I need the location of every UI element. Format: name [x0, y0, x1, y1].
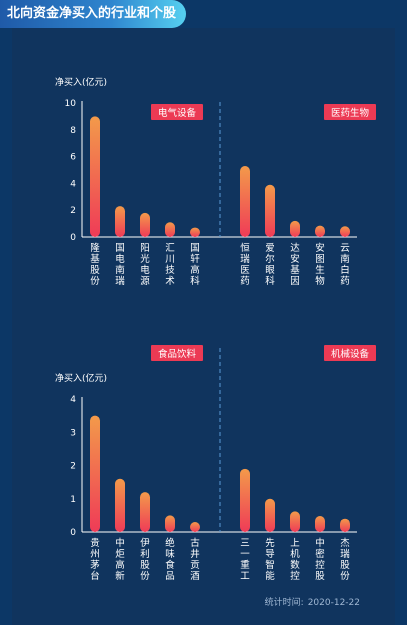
bar [265, 184, 275, 237]
bar [140, 212, 150, 237]
category-label: 先导智能 [265, 537, 275, 582]
sector-tag-label: 医药生物 [331, 107, 370, 119]
category-label: 阳光电源 [140, 243, 150, 287]
y-tick-label: 8 [70, 126, 76, 136]
category-label: 云南白药 [340, 243, 350, 287]
bar [90, 116, 100, 237]
category-label: 中密控股 [315, 537, 325, 582]
category-label: 中炬高新 [115, 537, 125, 582]
category-label: 达安基因 [290, 242, 300, 287]
y-tick-label: 2 [70, 462, 76, 472]
category-label: 国轩高科 [190, 243, 200, 287]
category-label: 古井贡酒 [190, 537, 200, 582]
chart-panel [12, 28, 395, 625]
category-label: 绝味食品 [165, 537, 175, 582]
sector-tag-label: 电气设备 [158, 107, 197, 119]
sector-tag [151, 104, 203, 120]
y-tick-label: 0 [70, 528, 76, 538]
sector-tag [324, 104, 376, 120]
category-label: 安图生物 [315, 242, 325, 287]
bar [90, 415, 100, 532]
y-tick-label: 3 [70, 428, 76, 438]
category-label: 国电南瑞 [115, 243, 125, 287]
bar [290, 220, 300, 237]
page-title: 北向资金净买入的行业和个股 [0, 0, 186, 28]
bar [315, 225, 325, 237]
y-tick-label: 1 [70, 495, 76, 505]
y-axis-label: 净买入(亿元) [55, 372, 107, 384]
sector-tag [151, 345, 203, 361]
bar [265, 498, 275, 532]
category-label: 汇川技术 [165, 243, 175, 287]
y-axis-label: 净买入(亿元) [55, 76, 107, 88]
bar [165, 222, 175, 237]
category-label: 隆基股份 [90, 242, 100, 287]
sector-tag-label: 食品饮料 [158, 348, 197, 360]
bar [240, 468, 250, 532]
y-tick-label: 4 [70, 179, 76, 189]
bar [240, 165, 250, 237]
y-tick-label: 6 [70, 153, 76, 163]
bar [290, 511, 300, 532]
y-tick-label: 2 [70, 206, 76, 216]
y-tick-label: 0 [70, 233, 76, 243]
bar [315, 516, 325, 532]
sector-tag [324, 345, 376, 361]
category-label: 杰瑞股份 [340, 537, 350, 582]
bar [140, 492, 150, 532]
y-tick-label: 10 [65, 99, 77, 109]
bar [190, 227, 200, 237]
category-label: 贵州茅台 [90, 537, 100, 582]
bar [115, 206, 125, 237]
bar [340, 518, 350, 532]
category-label: 恒瑞医药 [240, 242, 250, 287]
category-label: 伊利股份 [140, 537, 150, 582]
bar [165, 515, 175, 532]
category-label: 爱尔眼科 [265, 242, 275, 287]
footer-label: 统计时间: [264, 598, 304, 608]
bar [340, 226, 350, 237]
y-tick-label: 4 [70, 395, 76, 405]
sector-tag-label: 机械设备 [331, 348, 370, 360]
bar [115, 478, 125, 532]
bar [190, 522, 200, 532]
category-label: 三一重工 [240, 538, 250, 582]
footer-stat-time: 统计时间: 2020-12-22 [265, 595, 364, 608]
category-label: 上机数控 [290, 538, 300, 582]
footer-date: 2020-12-22 [307, 598, 360, 608]
